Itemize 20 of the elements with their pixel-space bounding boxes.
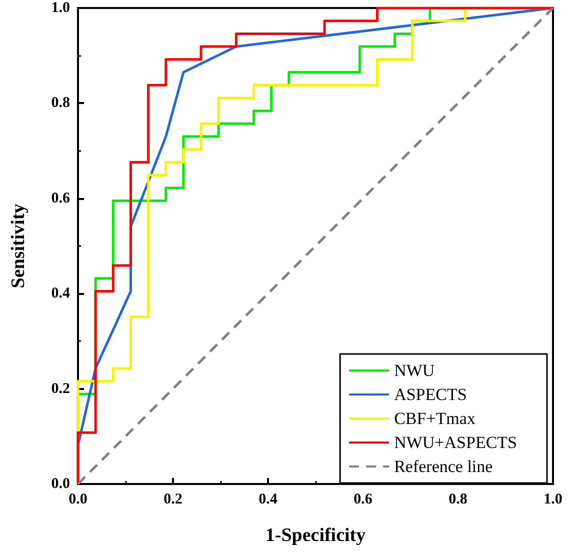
- legend-label: Reference line: [394, 457, 493, 476]
- y-axis-title: Sensitivity: [8, 203, 29, 288]
- x-axis-title: 1-Specificity: [265, 525, 366, 546]
- y-tick-label: 0.6: [51, 190, 70, 206]
- legend-label: NWU: [394, 361, 435, 380]
- x-tick-label: 0.0: [68, 492, 88, 508]
- x-tick-label: 0.2: [164, 492, 182, 508]
- y-tick-label: 0.0: [51, 476, 70, 492]
- y-tick-label: 1.0: [51, 0, 70, 16]
- x-tick-label: 0.6: [354, 492, 373, 508]
- legend-label: ASPECTS: [394, 385, 467, 404]
- y-tick-label: 0.2: [51, 380, 70, 397]
- x-tick-label: 0.4: [258, 492, 278, 508]
- y-tick-label: 0.8: [51, 95, 70, 112]
- y-tick-label: 0.4: [51, 286, 70, 302]
- legend-label: NWU+ASPECTS: [394, 433, 518, 452]
- x-tick-label: 1.0: [544, 492, 562, 508]
- line-series: [76, 6, 554, 486]
- legend-label: CBF+Tmax: [394, 409, 476, 428]
- x-tick-label: 0.8: [448, 492, 468, 508]
